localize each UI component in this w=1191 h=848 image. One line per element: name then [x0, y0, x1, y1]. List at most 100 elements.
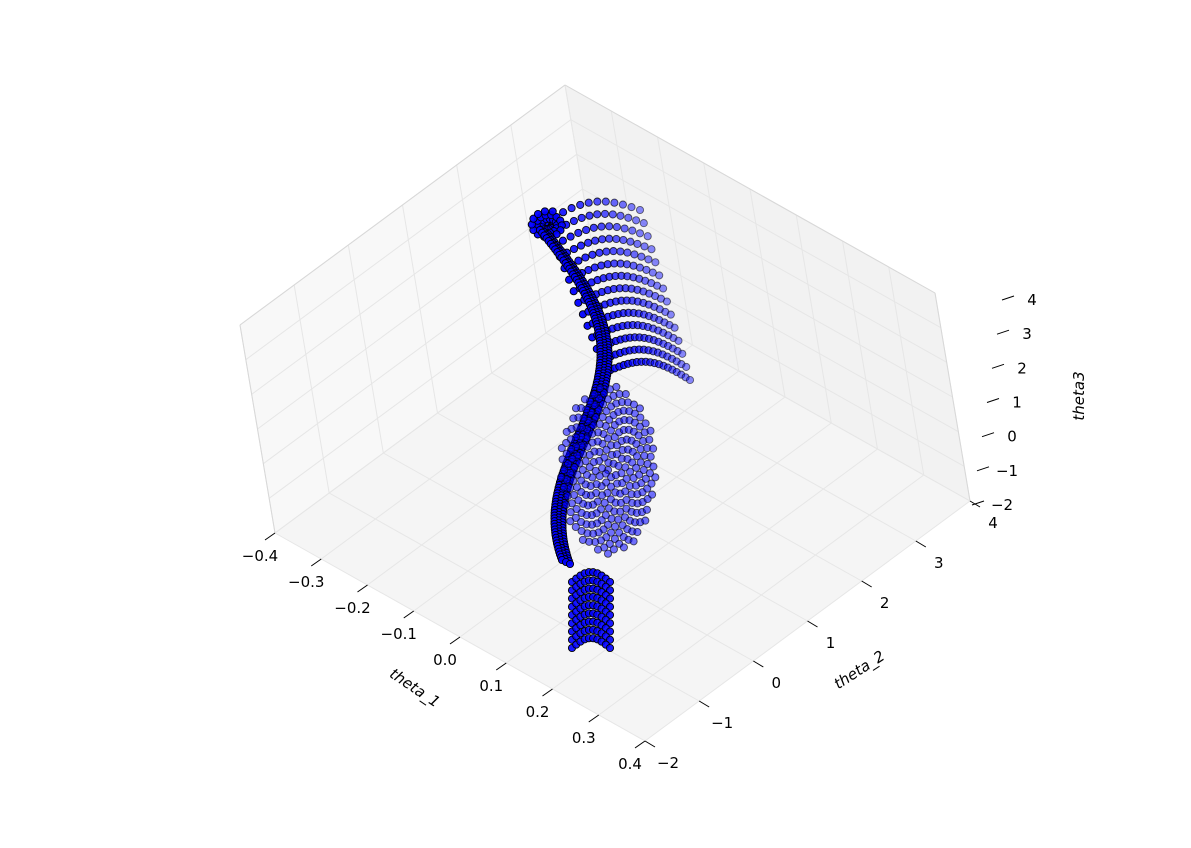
scatter-point	[577, 476, 586, 485]
y-tick	[861, 580, 872, 588]
scatter-point	[566, 508, 575, 517]
scatter-point	[645, 469, 655, 478]
scatter-point	[681, 373, 690, 382]
scatter-point	[668, 344, 677, 353]
scatter-point	[578, 465, 587, 475]
scatter-point	[662, 297, 671, 306]
grid-line	[599, 292, 971, 502]
scatter-point	[605, 539, 614, 548]
grid-line	[245, 119, 572, 361]
x-tick-label: −0.4	[242, 547, 278, 565]
scatter-point	[655, 271, 664, 280]
scatter-point	[569, 216, 578, 226]
scatter-point	[626, 467, 635, 476]
x-tick	[264, 532, 276, 541]
grid-line	[588, 223, 959, 433]
scatter-point	[610, 198, 619, 207]
z-tick	[996, 329, 1010, 335]
scatter-point	[666, 310, 675, 319]
scatter-point	[647, 245, 656, 254]
scatter-point	[677, 370, 686, 379]
scatter-point	[584, 198, 593, 207]
scatter-point	[588, 429, 597, 438]
scatter-point	[643, 232, 652, 241]
scatter-point	[563, 459, 573, 468]
scatter-point	[677, 360, 686, 369]
grid-line	[274, 292, 601, 534]
grid-line	[268, 257, 595, 499]
scatter-point	[602, 247, 611, 256]
scatter-point	[642, 505, 651, 514]
scatter-point	[619, 235, 628, 245]
y-tick	[753, 660, 764, 668]
x-tick	[542, 688, 553, 697]
scatter-point	[641, 516, 650, 525]
scatter-point	[576, 241, 586, 250]
scatter-point	[548, 207, 557, 216]
scatter-point	[560, 465, 569, 475]
scatter-point	[616, 247, 625, 256]
scatter-point	[612, 234, 621, 244]
scatter-point	[628, 226, 637, 235]
scatter-point	[590, 390, 599, 399]
x-tick-label: −0.3	[288, 573, 324, 591]
scatter-point	[595, 248, 604, 257]
scatter-point	[591, 236, 600, 245]
z-tick-label: 2	[1017, 359, 1027, 377]
x-tick-label: 0.3	[572, 729, 596, 747]
scatter-point	[651, 258, 660, 267]
scatter-point	[614, 461, 623, 470]
scatter-point	[593, 210, 602, 219]
scatter-point	[632, 216, 641, 225]
grid-line	[257, 188, 583, 430]
scatter-point	[585, 450, 594, 459]
z-tick	[1001, 295, 1015, 301]
scatter-point	[635, 404, 644, 413]
scatter-point	[678, 349, 687, 358]
x-tick-label: −0.1	[381, 625, 417, 643]
scatter-point	[639, 465, 648, 475]
scatter-point	[594, 406, 603, 415]
scatter-point	[600, 209, 610, 218]
scatter-point	[632, 439, 641, 448]
scatter-point	[630, 250, 639, 259]
scatter-point	[646, 426, 655, 435]
scatter-point	[608, 210, 617, 219]
scatter-point	[606, 426, 615, 435]
z-tick	[981, 432, 995, 438]
z-tick	[976, 466, 990, 472]
scatter-point	[605, 643, 615, 653]
scatter-point	[617, 469, 626, 478]
scatter-point	[584, 238, 593, 247]
scatter-point	[585, 463, 594, 472]
scatter-point	[639, 219, 648, 228]
z-tick-label: 1	[1012, 394, 1022, 412]
scatter-point	[566, 232, 575, 241]
scatter-point	[618, 200, 627, 209]
scatter-point	[578, 535, 587, 544]
scatter-point	[582, 225, 591, 235]
scatter-point	[626, 237, 635, 246]
y-axis-title: theta_2	[831, 647, 889, 694]
scatter-point	[591, 413, 600, 422]
scatter-point	[649, 444, 658, 453]
y-tick-label: −2	[657, 754, 679, 772]
scatter-points	[527, 197, 695, 653]
grid-line	[582, 188, 953, 398]
x-tick-label: −0.2	[334, 599, 370, 617]
scatter-point	[643, 484, 652, 493]
scatter-point	[672, 357, 681, 366]
x-tick	[634, 740, 646, 749]
scatter-point	[591, 466, 600, 475]
scatter-point	[605, 234, 614, 243]
scatter-point	[641, 474, 650, 483]
x-axis-title: theta_1	[386, 665, 444, 712]
scatter-point	[593, 197, 602, 206]
grid-line	[491, 372, 862, 582]
grid-line	[251, 153, 577, 395]
scatter-point	[607, 528, 616, 537]
scatter-point	[558, 236, 567, 245]
scatter-point	[682, 362, 691, 371]
scatter-point	[557, 473, 566, 482]
